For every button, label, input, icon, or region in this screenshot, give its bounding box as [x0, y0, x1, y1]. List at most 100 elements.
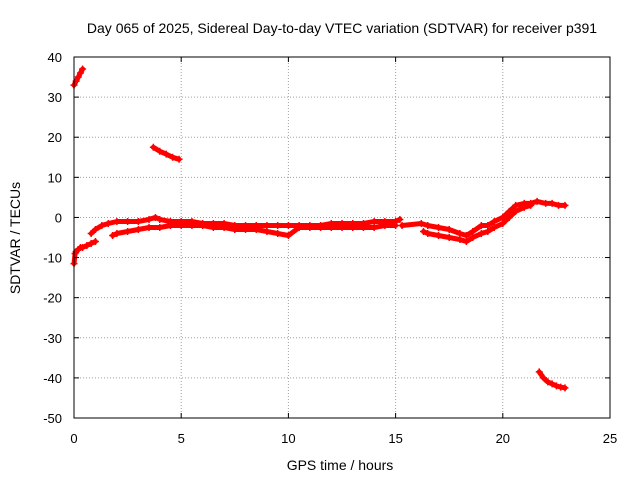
data-point	[87, 240, 95, 248]
data-point	[175, 155, 183, 163]
data-point	[540, 374, 548, 382]
x-tick-label-4: 20	[496, 431, 510, 446]
data-point	[149, 143, 157, 151]
data-point	[561, 384, 569, 392]
data-point	[113, 229, 121, 237]
data-point	[134, 225, 142, 233]
data-point	[398, 221, 406, 229]
data-point	[456, 229, 464, 237]
data-point	[169, 153, 177, 161]
y-tick-label-1: 30	[48, 90, 62, 105]
data-point	[555, 201, 563, 209]
series-mid-upper-arc	[149, 143, 183, 163]
series-early-high-arc	[70, 65, 87, 89]
data-point	[242, 225, 250, 233]
data-point	[252, 225, 260, 233]
chart-title: Day 065 of 2025, Sidereal Day-to-day VTE…	[87, 20, 597, 36]
series-trace-3	[110, 223, 399, 238]
data-point	[156, 215, 164, 223]
data-point	[424, 229, 432, 237]
data-point	[284, 231, 292, 239]
data-point	[456, 236, 464, 244]
data-point	[162, 150, 170, 158]
data-point	[417, 219, 425, 227]
x-tick-label-5: 25	[603, 431, 617, 446]
data-point	[79, 65, 87, 73]
data-point	[145, 215, 153, 223]
y-tick-label-7: -30	[43, 331, 62, 346]
data-point	[349, 223, 357, 231]
data-point	[83, 242, 91, 250]
data-point	[557, 383, 565, 391]
data-point	[156, 223, 164, 231]
data-point	[74, 73, 82, 81]
data-point	[520, 203, 528, 211]
y-tick-label-3: 10	[48, 170, 62, 185]
y-axis-label: SDTVAR / TECUs	[7, 182, 23, 294]
series-after-15h-lower	[419, 201, 535, 246]
data-point	[419, 227, 427, 235]
x-tick-label-3: 15	[388, 431, 402, 446]
data-point	[469, 227, 477, 235]
data-point	[91, 238, 99, 246]
data-point	[527, 201, 535, 209]
data-point	[381, 221, 389, 229]
data-point	[124, 227, 132, 235]
data-point	[370, 217, 378, 225]
data-point	[548, 199, 556, 207]
data-point	[306, 223, 314, 231]
data-point	[151, 213, 159, 221]
data-point	[445, 234, 453, 241]
series-late-low-arc	[535, 368, 569, 392]
series-after-15h-upper	[398, 197, 569, 239]
data-point	[79, 244, 87, 252]
data-point	[113, 217, 121, 225]
y-tick-label-0: 40	[48, 50, 62, 65]
data-point	[434, 231, 442, 239]
data-point	[462, 231, 470, 239]
data-point	[177, 221, 185, 229]
data-point	[109, 231, 117, 239]
data-point	[338, 223, 346, 231]
data-point	[484, 227, 492, 235]
data-point	[542, 199, 550, 207]
data-point	[490, 217, 498, 225]
data-point	[490, 223, 498, 231]
y-tick-label-4: 0	[55, 210, 62, 225]
grid-lines	[74, 57, 610, 418]
data-point	[317, 223, 325, 231]
data-point	[462, 238, 470, 246]
data-point	[220, 223, 228, 231]
data-point	[263, 227, 271, 235]
x-tick-label-2: 10	[281, 431, 295, 446]
data-point	[505, 213, 513, 221]
x-tick-label-1: 5	[178, 431, 185, 446]
y-axis-ticks: 40 30 20 10 0 -10 -20 -30 -40 -50	[43, 50, 610, 426]
y-tick-label-9: -50	[43, 411, 62, 426]
data-point	[295, 223, 303, 231]
x-tick-label-0: 0	[70, 431, 77, 446]
y-tick-label-5: -10	[43, 251, 62, 266]
data-point	[76, 69, 84, 77]
data-point	[484, 221, 492, 229]
data-point	[327, 223, 335, 231]
data-point	[548, 380, 556, 388]
data-point	[231, 225, 239, 233]
data-point	[359, 223, 367, 231]
data-point	[199, 221, 207, 229]
data-point	[370, 223, 378, 231]
data-point	[552, 382, 560, 390]
data-point	[274, 221, 282, 229]
data-point	[505, 207, 513, 215]
data-point	[98, 221, 106, 229]
data-point	[124, 217, 132, 225]
data-point	[284, 221, 292, 229]
data-point	[166, 221, 174, 229]
data-point	[263, 221, 271, 229]
data-point	[424, 221, 432, 229]
data-point	[87, 229, 95, 237]
series-start-drop	[70, 238, 99, 268]
x-axis-label: GPS time / hours	[287, 457, 394, 473]
y-tick-label-6: -20	[43, 291, 62, 306]
